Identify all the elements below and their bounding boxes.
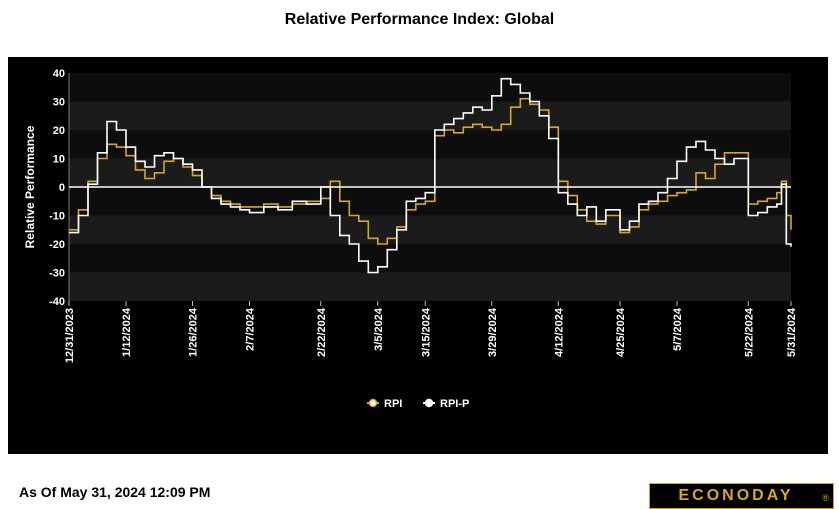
x-tick-label: 1/26/2024 xyxy=(188,307,200,357)
legend-label-rpi-p: RPI-P xyxy=(440,398,469,410)
legend-marker-rpi xyxy=(368,398,378,408)
logo-registered-mark: ® xyxy=(822,493,829,503)
grid-band xyxy=(69,272,791,301)
grid-band xyxy=(69,158,791,187)
grid-band xyxy=(69,73,791,102)
legend-label-rpi: RPI xyxy=(384,398,402,410)
chart-title: Relative Performance Index: Global xyxy=(284,11,555,28)
x-tick-label: 12/31/2023 xyxy=(64,308,76,363)
series-line-rpi-p xyxy=(69,77,792,274)
y-tick-label: 0 xyxy=(59,182,65,194)
x-tick-label: 3/15/2024 xyxy=(420,307,432,357)
econoday-logo: ECONODAY ® xyxy=(649,483,834,509)
x-tick-label: 2/22/2024 xyxy=(316,307,328,357)
legend: RPI RPI-P xyxy=(367,398,469,410)
as-of-timestamp: As Of May 31, 2024 12:09 PM xyxy=(19,484,211,500)
logo-text: ECONODAY xyxy=(678,487,794,504)
y-tick-label: -40 xyxy=(49,296,65,308)
x-tick-label: 3/29/2024 xyxy=(487,307,499,357)
grid-band xyxy=(69,215,791,244)
y-tick-label: 30 xyxy=(53,97,65,109)
chart-plot: 40 30 20 10 0 -10 -20 -30 -40 Relative Performanc… xyxy=(23,68,798,410)
x-tick-label: 1/12/2024 xyxy=(121,307,133,357)
x-tick-label: 5/31/2024 xyxy=(786,307,798,357)
y-tick-label: -20 xyxy=(49,239,65,251)
x-tick-label: 4/12/2024 xyxy=(553,307,565,357)
y-tick-label: -30 xyxy=(49,268,65,280)
chart-panel: 40 30 20 10 0 -10 -20 -30 -40 Relative Performanc… xyxy=(8,57,834,509)
y-tick-label: 20 xyxy=(53,125,65,137)
grid-band xyxy=(69,244,791,273)
y-axis-title: Relative Performance xyxy=(23,125,37,248)
grid-band xyxy=(69,101,791,130)
grid-band xyxy=(69,130,791,159)
y-tick-label: 10 xyxy=(53,154,65,166)
x-tick-label: 5/22/2024 xyxy=(743,307,755,357)
y-tick-label: 40 xyxy=(53,68,65,80)
y-tick-label: -10 xyxy=(49,211,65,223)
x-tick-label: 3/5/2024 xyxy=(373,307,385,351)
x-tick-label: 4/25/2024 xyxy=(615,307,627,357)
x-tick-label: 2/7/2024 xyxy=(245,307,257,351)
x-tick-label: 5/7/2024 xyxy=(672,307,684,351)
legend-marker-rpi-p xyxy=(424,398,434,408)
